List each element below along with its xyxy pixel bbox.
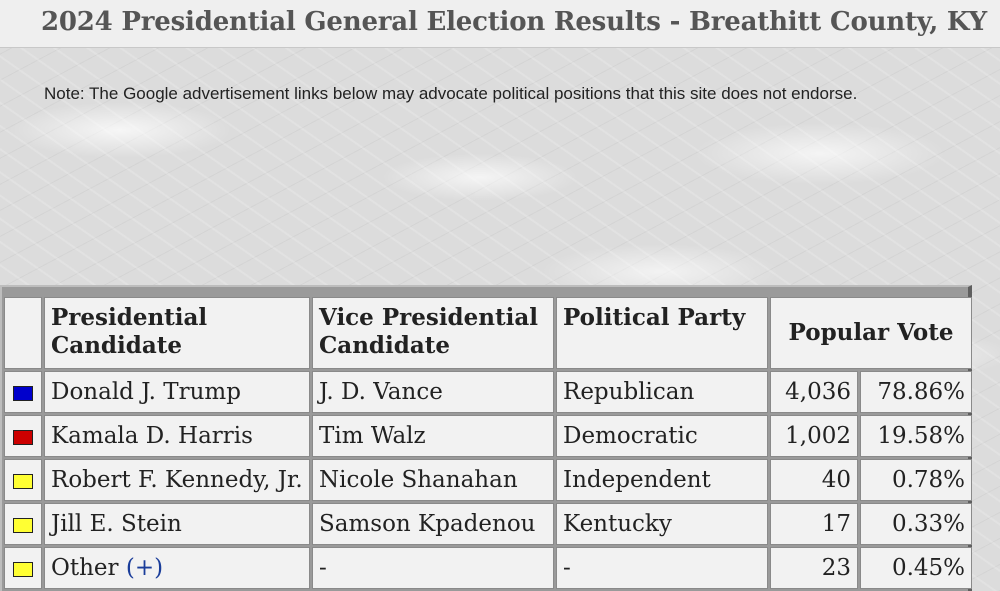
party-color-swatch bbox=[13, 561, 33, 577]
vote-percent-cell: 0.33% bbox=[860, 503, 973, 545]
header-political-party: Political Party bbox=[556, 297, 768, 369]
header-color-key bbox=[4, 297, 42, 369]
party-color-swatch bbox=[13, 473, 33, 489]
political-party-cell: Independent bbox=[556, 459, 768, 501]
vice-presidential-candidate-cell: Samson Kpadenou bbox=[312, 503, 554, 545]
presidential-candidate-cell: Donald J. Trump bbox=[44, 371, 310, 413]
presidential-candidate-cell: Other (+) bbox=[44, 547, 310, 589]
political-party-cell: Republican bbox=[556, 371, 768, 413]
page-title: 2024 Presidential General Election Resul… bbox=[41, 7, 987, 37]
party-color-cell bbox=[4, 459, 42, 501]
expand-other-link[interactable]: (+) bbox=[125, 555, 164, 581]
party-color-cell bbox=[4, 503, 42, 545]
vote-count-cell: 17 bbox=[770, 503, 858, 545]
other-candidates-label: Other bbox=[51, 555, 119, 581]
party-color-cell bbox=[4, 371, 42, 413]
vote-percent-cell: 19.58% bbox=[860, 415, 973, 457]
vice-presidential-candidate-cell: J. D. Vance bbox=[312, 371, 554, 413]
header-popular-vote: Popular Vote bbox=[770, 297, 973, 369]
vice-presidential-candidate-cell: Tim Walz bbox=[312, 415, 554, 457]
header-vice-presidential-candidate: Vice Presidential Candidate bbox=[312, 297, 554, 369]
vote-count-cell: 40 bbox=[770, 459, 858, 501]
results-table: Presidential Candidate Vice Presidential… bbox=[2, 295, 974, 591]
party-color-swatch bbox=[13, 385, 33, 401]
party-color-cell bbox=[4, 547, 42, 589]
party-color-cell bbox=[4, 415, 42, 457]
presidential-candidate-cell: Kamala D. Harris bbox=[44, 415, 310, 457]
title-bar: 2024 Presidential General Election Resul… bbox=[0, 0, 1000, 48]
political-party-cell: Democratic bbox=[556, 415, 768, 457]
header-presidential-candidate: Presidential Candidate bbox=[44, 297, 310, 369]
vote-percent-cell: 0.45% bbox=[860, 547, 973, 589]
ad-disclaimer-note: Note: The Google advertisement links bel… bbox=[44, 84, 858, 103]
vote-count-cell: 1,002 bbox=[770, 415, 858, 457]
vice-presidential-candidate-cell: Nicole Shanahan bbox=[312, 459, 554, 501]
table-row: Other (+) - - 23 0.45% bbox=[4, 547, 973, 589]
vote-percent-cell: 78.86% bbox=[860, 371, 973, 413]
results-table-container: Presidential Candidate Vice Presidential… bbox=[0, 285, 974, 591]
vote-percent-cell: 0.78% bbox=[860, 459, 973, 501]
table-row: Donald J. Trump J. D. Vance Republican 4… bbox=[4, 371, 973, 413]
presidential-candidate-cell: Jill E. Stein bbox=[44, 503, 310, 545]
political-party-cell: Kentucky bbox=[556, 503, 768, 545]
vice-presidential-candidate-cell: - bbox=[312, 547, 554, 589]
table-row: Jill E. Stein Samson Kpadenou Kentucky 1… bbox=[4, 503, 973, 545]
header-row: Presidential Candidate Vice Presidential… bbox=[4, 297, 973, 369]
table-row: Kamala D. Harris Tim Walz Democratic 1,0… bbox=[4, 415, 973, 457]
presidential-candidate-cell: Robert F. Kennedy, Jr. bbox=[44, 459, 310, 501]
political-party-cell: - bbox=[556, 547, 768, 589]
party-color-swatch bbox=[13, 429, 33, 445]
vote-count-cell: 4,036 bbox=[770, 371, 858, 413]
table-row: Robert F. Kennedy, Jr. Nicole Shanahan I… bbox=[4, 459, 973, 501]
vote-count-cell: 23 bbox=[770, 547, 858, 589]
party-color-swatch bbox=[13, 517, 33, 533]
